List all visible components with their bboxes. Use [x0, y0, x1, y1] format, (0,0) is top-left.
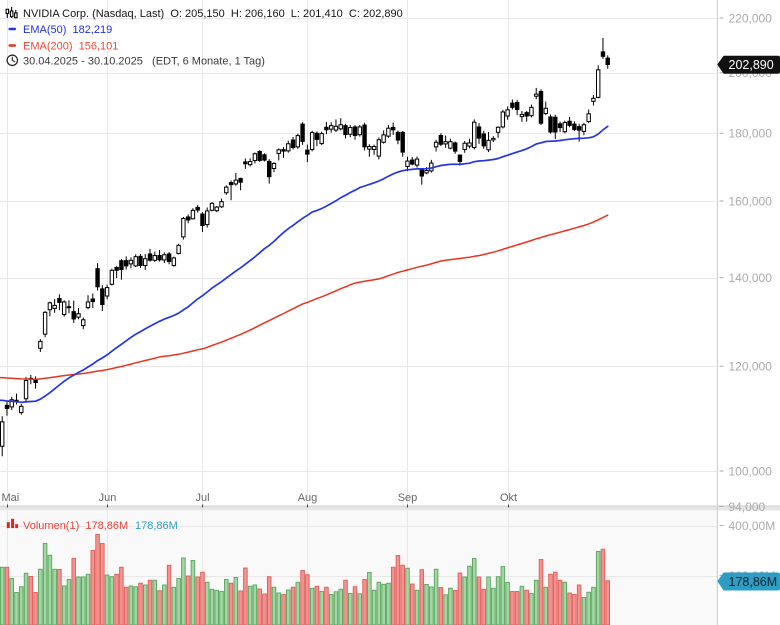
svg-text:Mai: Mai — [2, 492, 20, 504]
svg-text:178,86M: 178,86M — [729, 575, 778, 589]
svg-text:Jul: Jul — [195, 492, 209, 504]
svg-text:180,000: 180,000 — [729, 127, 773, 141]
svg-text:140,000: 140,000 — [729, 271, 773, 285]
svg-text:220,000: 220,000 — [729, 11, 773, 25]
svg-text:202,890: 202,890 — [729, 58, 774, 72]
svg-text:EMA(50) 182,219: EMA(50) 182,219 — [23, 24, 112, 36]
svg-text:Aug: Aug — [298, 492, 318, 504]
svg-text:Okt: Okt — [500, 492, 517, 504]
svg-text:NVIDIA Corp. (Nasdaq, Last) O: NVIDIA Corp. (Nasdaq, Last) O: 205,150 H… — [23, 8, 403, 20]
svg-text:Sep: Sep — [398, 492, 418, 504]
svg-text:EMA(200) 156,101: EMA(200) 156,101 — [23, 41, 118, 53]
svg-text:Jun: Jun — [99, 492, 117, 504]
svg-text:100,000: 100,000 — [729, 464, 773, 478]
svg-text:94,000: 94,000 — [729, 500, 766, 514]
svg-text:178,86M: 178,86M — [135, 520, 178, 532]
svg-text:400,00M: 400,00M — [729, 519, 776, 533]
svg-text:160,000: 160,000 — [729, 194, 773, 208]
svg-text:30.04.2025 - 30.10.2025 (EDT: 30.04.2025 - 30.10.2025 (EDT, 6 Monate, … — [23, 56, 265, 68]
svg-text:120,000: 120,000 — [729, 360, 773, 374]
svg-text:Volumen(1) 178,86M: Volumen(1) 178,86M — [23, 520, 128, 532]
